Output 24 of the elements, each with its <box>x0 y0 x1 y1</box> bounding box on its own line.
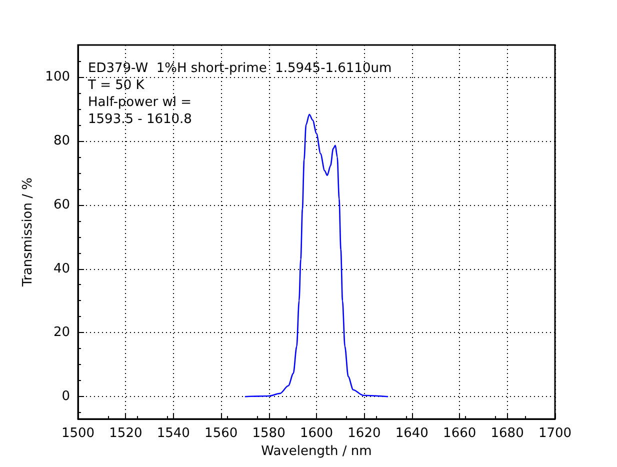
y-tick-label: 80 <box>53 133 70 148</box>
x-tick-label: 1660 <box>443 426 476 441</box>
x-tick-label: 1520 <box>109 426 142 441</box>
annotation: Half-power wl = <box>88 95 192 110</box>
annotation: T = 50 K <box>87 78 145 93</box>
y-tick-label: 20 <box>53 325 70 340</box>
x-tick-label: 1560 <box>204 426 238 441</box>
line-series <box>244 114 389 398</box>
y-tick-label: 60 <box>53 197 70 212</box>
x-tick-label: 1620 <box>348 426 381 441</box>
y-tick-label: 40 <box>53 261 70 276</box>
x-tick-label: 1580 <box>252 426 286 441</box>
annotation: 1593.5 - 1610.8 <box>88 112 192 127</box>
x-tick-label: 1700 <box>538 426 572 441</box>
x-tick-label: 1600 <box>300 426 334 441</box>
x-tick-label: 1640 <box>395 426 428 441</box>
x-tick-label: 1500 <box>61 426 95 441</box>
y-tick-label: 0 <box>62 389 70 404</box>
x-tick-label: 1680 <box>490 426 524 441</box>
y-tick-label: 100 <box>45 69 70 84</box>
x-tick-label: 1540 <box>156 426 190 441</box>
annotation: ED379-W 1%H short-prime 1.5945-1.6110um <box>88 61 392 76</box>
x-axis-title: Wavelength / nm <box>261 444 372 459</box>
y-axis-title: Transmission / % <box>20 178 36 288</box>
